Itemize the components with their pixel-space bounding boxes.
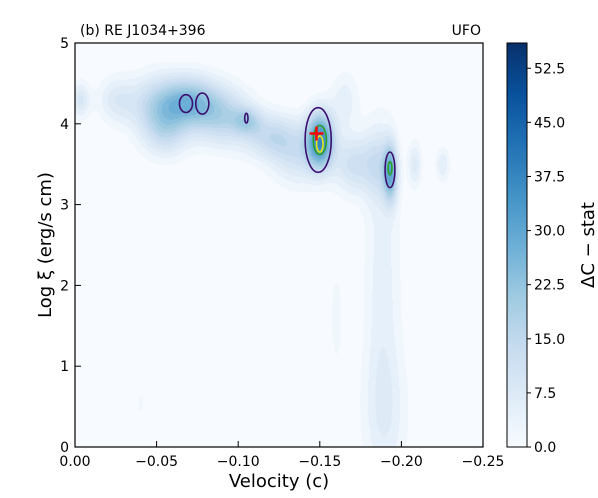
y-tick-label: 2 — [60, 278, 69, 294]
x-tick-label: −0.10 — [217, 454, 260, 470]
colorbar-ticks: 0.0 7.5 15.0 22.5 30.0 37.5 45.0 52.5 — [527, 61, 565, 456]
contour-line-4 — [312, 124, 328, 156]
plot-area — [74, 42, 484, 448]
colorbar-tick-label: 37.5 — [534, 169, 565, 185]
x-tick-label: −0.05 — [135, 454, 178, 470]
ufo-label: UFO — [452, 23, 481, 39]
contour-line-3 — [304, 106, 333, 174]
colorbar-label: ΔC − stat — [578, 202, 598, 288]
contour-line-1 — [194, 92, 210, 115]
contour-line-5 — [315, 135, 324, 153]
plot-frame — [74, 42, 484, 448]
y-tick-label: 0 — [60, 440, 69, 456]
colorbar-tick-label: 7.5 — [534, 386, 556, 402]
colorbar-tick-label: 52.5 — [534, 61, 565, 77]
x-axis-ticks: 0.00 −0.05 −0.10 −0.15 −0.20 −0.25 — [59, 441, 504, 470]
colorbar-tick-label: 30.0 — [534, 224, 565, 240]
y-tick-label: 3 — [60, 198, 69, 214]
x-tick-label: −0.15 — [298, 454, 341, 470]
colorbar-tick-label: 15.0 — [534, 332, 565, 348]
y-axis-label: Log ξ (erg/s cm) — [35, 172, 56, 318]
panel-label: (b) RE J1034+396 — [80, 23, 206, 39]
colorbar-tick-label: 22.5 — [534, 278, 565, 294]
contour-lines — [178, 92, 396, 189]
contour-line-0 — [178, 93, 194, 114]
y-tick-label: 4 — [60, 117, 69, 133]
colorbar-fill — [507, 43, 527, 447]
heatmap-image — [75, 43, 483, 447]
contour-line-7 — [387, 160, 393, 176]
colorbar-tick-label: 0.0 — [534, 440, 556, 456]
y-axis-ticks: 0 1 2 3 4 5 — [60, 36, 81, 456]
colorbar-frame — [506, 42, 528, 448]
y-tick-label: 5 — [60, 36, 69, 52]
contour-line-6 — [384, 151, 396, 189]
contour-line-2 — [243, 112, 249, 124]
colorbar: 0.0 7.5 15.0 22.5 30.0 37.5 45.0 52.5 — [506, 42, 565, 456]
x-tick-label: 0.00 — [59, 454, 90, 470]
y-tick-label: 1 — [60, 359, 69, 375]
x-tick-label: −0.20 — [380, 454, 423, 470]
x-tick-label: −0.25 — [462, 454, 505, 470]
best-fit-marker — [309, 126, 324, 141]
colorbar-tick-label: 45.0 — [534, 115, 565, 131]
x-axis-label: Velocity (c) — [229, 471, 329, 492]
